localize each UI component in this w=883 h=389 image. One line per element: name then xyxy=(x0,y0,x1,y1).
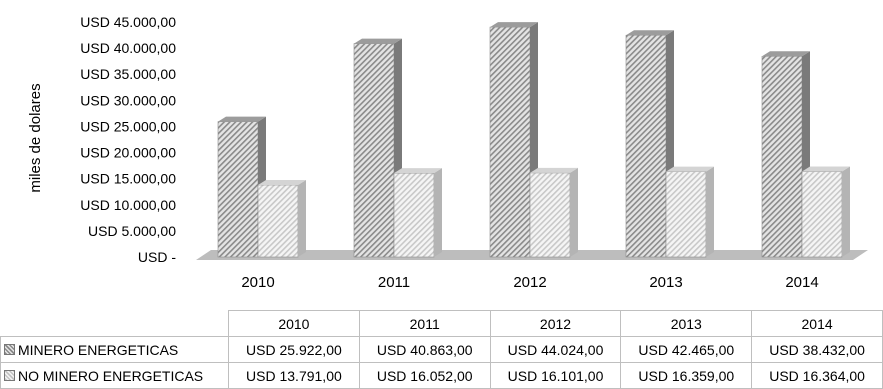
y-axis: USD - USD 5.000,00 USD 10.000,00 USD 15.000… xyxy=(80,14,176,265)
y-tick-label: USD 25.000,00 xyxy=(80,118,176,134)
bar-front xyxy=(257,184,299,258)
bar-front xyxy=(353,43,395,258)
series-name: MINERO ENERGETICAS xyxy=(18,341,179,358)
table-cell: USD 38.432,00 xyxy=(751,336,883,363)
bar-front xyxy=(801,171,843,258)
bar-top xyxy=(762,51,810,57)
bar-front xyxy=(625,34,667,258)
table-row: NO MINERO ENERGETICAS USD 13.791,00 USD … xyxy=(0,362,883,389)
y-tick-label: USD 10.000,00 xyxy=(80,197,176,213)
table-cell: USD 40.863,00 xyxy=(358,336,491,363)
bar-front xyxy=(761,55,803,258)
y-tick-label: USD 40.000,00 xyxy=(80,40,176,56)
bar-top xyxy=(802,166,850,172)
table-header-year: 2013 xyxy=(620,310,753,337)
bar-chart: USD - USD 5.000,00 USD 10.000,00 USD 15.000… xyxy=(27,14,868,291)
table-cell: USD 16.364,00 xyxy=(751,362,883,389)
legend-swatch xyxy=(4,344,15,356)
data-table: 2010 2011 2012 2013 2014 MINERO ENERGETI… xyxy=(0,310,883,389)
table-cell: USD 16.101,00 xyxy=(489,362,622,389)
bar-side xyxy=(842,166,850,257)
y-tick-label: USD 20.000,00 xyxy=(80,145,176,161)
bar-top xyxy=(666,166,714,172)
table-cell: USD 13.791,00 xyxy=(228,362,360,389)
bar-side xyxy=(706,166,714,257)
legend-entry-minero: MINERO ENERGETICAS xyxy=(0,336,229,363)
bar-top xyxy=(258,179,306,185)
x-tick-label: 2011 xyxy=(378,274,410,291)
table-header-year: 2011 xyxy=(358,310,491,337)
bar-side xyxy=(298,179,306,257)
x-tick-label: 2012 xyxy=(513,274,546,291)
table-corner xyxy=(0,310,229,337)
legend-swatch xyxy=(4,370,15,382)
bar-no-minero-2012 xyxy=(529,167,578,258)
table-header-year: 2010 xyxy=(228,310,360,337)
series-name: NO MINERO ENERGETICAS xyxy=(18,367,204,384)
bar-no-minero-2013 xyxy=(665,166,714,258)
bar-top xyxy=(394,168,442,174)
y-tick-label: USD 30.000,00 xyxy=(80,92,176,108)
table-cell: USD 16.052,00 xyxy=(358,362,491,389)
y-tick-label: USD 45.000,00 xyxy=(80,14,176,30)
bar-side xyxy=(570,167,578,257)
bar-front xyxy=(665,171,707,258)
x-axis: 2010 2011 2012 2013 2014 xyxy=(241,274,818,291)
y-tick-label: USD 35.000,00 xyxy=(80,66,176,82)
table-cell: USD 44.024,00 xyxy=(489,336,622,363)
bar-top xyxy=(626,30,674,36)
table-header-year: 2014 xyxy=(751,310,883,337)
table-cell: USD 25.922,00 xyxy=(228,336,360,363)
y-axis-title: miles de dolares xyxy=(27,83,44,192)
table-row: MINERO ENERGETICAS USD 25.922,00 USD 40.… xyxy=(0,336,883,363)
bar-top xyxy=(354,38,402,44)
bar-no-minero-2014 xyxy=(801,166,850,258)
bar-top xyxy=(218,116,266,122)
y-tick-label: USD - xyxy=(138,249,176,265)
bar-front xyxy=(489,26,531,258)
x-tick-label: 2013 xyxy=(649,274,682,291)
bar-front xyxy=(393,172,435,258)
table-cell: USD 16.359,00 xyxy=(620,362,753,389)
bar-no-minero-2011 xyxy=(393,168,442,258)
legend-entry-no-minero: NO MINERO ENERGETICAS xyxy=(0,362,229,389)
bar-no-minero-2010 xyxy=(257,179,306,258)
table-header-year: 2012 xyxy=(489,310,622,337)
bars-group xyxy=(217,22,850,258)
x-tick-label: 2010 xyxy=(241,274,274,291)
x-tick-label: 2014 xyxy=(785,274,818,291)
bar-side xyxy=(434,168,442,257)
y-tick-label: USD 5.000,00 xyxy=(88,223,176,239)
bar-front xyxy=(529,172,571,258)
table-header-row: 2010 2011 2012 2013 2014 xyxy=(0,310,883,337)
bar-top xyxy=(530,167,578,173)
y-tick-label: USD 15.000,00 xyxy=(80,171,176,187)
bar-front xyxy=(217,121,259,258)
table-cell: USD 42.465,00 xyxy=(620,336,753,363)
bar-top xyxy=(490,22,538,28)
